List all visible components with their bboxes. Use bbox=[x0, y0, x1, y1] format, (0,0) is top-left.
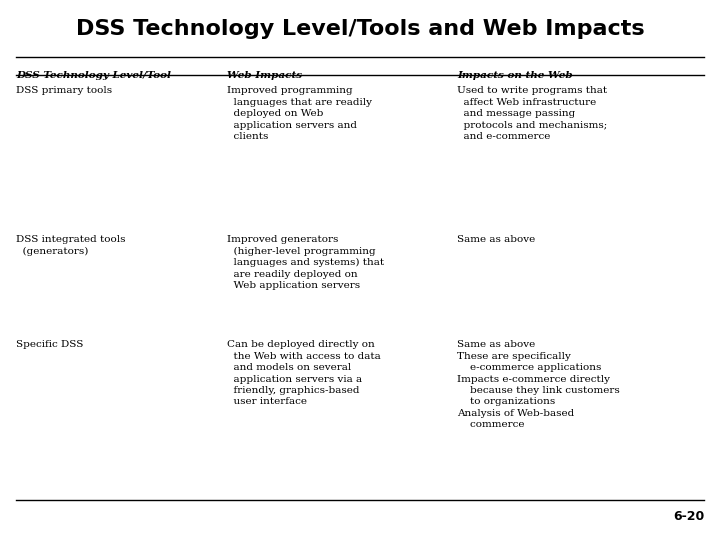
Text: Web Impacts: Web Impacts bbox=[227, 71, 302, 80]
Text: 6-20: 6-20 bbox=[673, 510, 704, 523]
Text: Improved generators
  (higher-level programming
  languages and systems) that
  : Improved generators (higher-level progra… bbox=[227, 235, 384, 290]
Text: Used to write programs that
  affect Web infrastructure
  and message passing
  : Used to write programs that affect Web i… bbox=[457, 86, 608, 141]
Text: Same as above: Same as above bbox=[457, 235, 536, 244]
Text: DSS integrated tools
  (generators): DSS integrated tools (generators) bbox=[16, 235, 125, 255]
Text: DSS Technology Level/Tool: DSS Technology Level/Tool bbox=[16, 71, 171, 80]
Text: Same as above
These are specifically
    e-commerce applications
Impacts e-comme: Same as above These are specifically e-c… bbox=[457, 340, 620, 429]
Text: DSS primary tools: DSS primary tools bbox=[16, 86, 112, 96]
Text: DSS Technology Level/Tools and Web Impacts: DSS Technology Level/Tools and Web Impac… bbox=[76, 19, 644, 39]
Text: Specific DSS: Specific DSS bbox=[16, 340, 84, 349]
Text: Impacts on the Web: Impacts on the Web bbox=[457, 71, 573, 80]
Text: Improved programming
  languages that are readily
  deployed on Web
  applicatio: Improved programming languages that are … bbox=[227, 86, 372, 141]
Text: Can be deployed directly on
  the Web with access to data
  and models on severa: Can be deployed directly on the Web with… bbox=[227, 340, 381, 407]
